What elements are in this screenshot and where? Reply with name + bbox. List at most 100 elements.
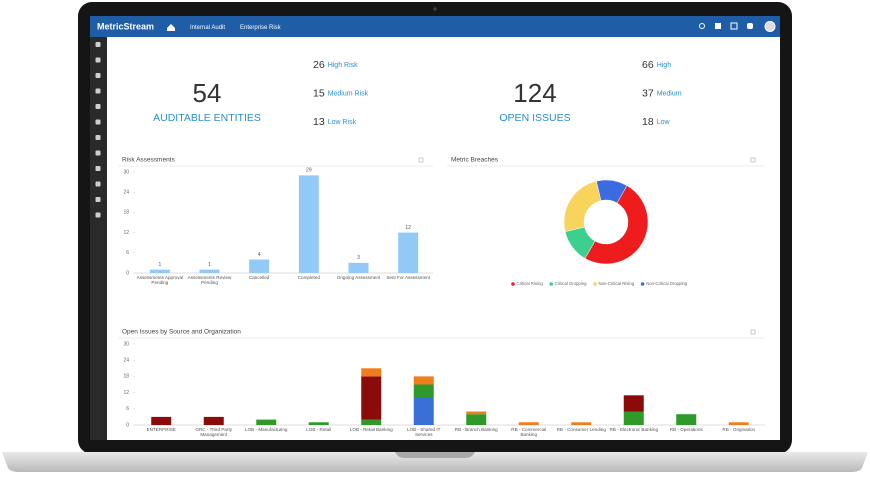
x-tick-label: GRC - Third Party Management: [195, 427, 233, 438]
notch: [395, 452, 475, 458]
legend-swatch[interactable]: [549, 282, 554, 286]
sidebar-icon[interactable]: [95, 150, 101, 156]
breakdown-value: 15: [313, 87, 325, 99]
phone-icon[interactable]: [747, 23, 753, 29]
x-tick-label-box: RB - Operations: [670, 427, 703, 432]
sidebar-icon[interactable]: [95, 73, 101, 78]
sidebar-icon[interactable]: [95, 104, 101, 109]
legend-swatch[interactable]: [640, 282, 645, 286]
bar-segment: [361, 376, 382, 420]
avatar[interactable]: [764, 21, 776, 32]
bar-segment: [413, 384, 434, 398]
x-tick-label: RB - Branch Banking: [454, 427, 498, 432]
bar-segment: [623, 411, 644, 425]
x-tick-label-box: RB - Electronic Banking: [609, 427, 658, 432]
breakdown-value: 66: [642, 59, 654, 71]
donut-slice: [596, 179, 628, 204]
x-tick-label-box: Assessments Review Pending: [187, 275, 232, 286]
search-icon[interactable]: [699, 23, 705, 29]
screen-bg: [90, 16, 780, 440]
bar: [149, 269, 170, 273]
sidebar-icon[interactable]: [95, 88, 101, 94]
y-tick-label: 18: [123, 374, 129, 380]
y-tick-label: 12: [123, 390, 129, 396]
x-tick-label-box: RB - Origination: [722, 427, 756, 432]
x-tick-label: Sent For Assessment: [386, 275, 430, 280]
bar-segment: [203, 416, 224, 425]
x-tick-label-box: Sent For Assessment: [386, 275, 430, 280]
sidebar-icon[interactable]: [95, 166, 101, 171]
bar: [298, 175, 319, 273]
y-tick-label: 6: [126, 406, 129, 412]
sidebar-icon[interactable]: [95, 119, 101, 125]
camera: [433, 7, 437, 11]
expand-icon[interactable]: [750, 329, 756, 335]
bar-segment: [571, 422, 592, 425]
y-tick-label: 30: [123, 169, 129, 175]
x-tick-label-box: ENTERPRISE: [147, 427, 176, 432]
value-label: 29: [306, 168, 312, 174]
value-label: 1: [208, 262, 211, 268]
x-tick-label: Ongoing Assessment: [336, 275, 381, 280]
legend-label[interactable]: Critical Rising: [517, 281, 544, 286]
legend-swatch[interactable]: [593, 282, 597, 286]
brand: MetricStream: [97, 21, 154, 31]
screen: MetricStream Internal Audit Enterprise R…: [90, 16, 780, 440]
panel-title: Risk Assessments: [122, 157, 175, 164]
sidebar-icon[interactable]: [95, 42, 101, 47]
bar-segment: [308, 422, 329, 425]
expand-icon[interactable]: [750, 157, 756, 163]
kpi-value: 54: [193, 78, 222, 108]
x-tick-label: Assessments Review Pending: [187, 275, 232, 286]
kpi-label: OPEN ISSUES: [499, 112, 570, 124]
x-tick-label-box: Cancelled: [249, 275, 269, 280]
breakdown-value: 37: [642, 87, 654, 99]
bar-segment: [361, 368, 382, 377]
sidebar-icon[interactable]: [95, 212, 101, 218]
donut-slice: [584, 185, 649, 265]
breadcrumb[interactable]: Internal Audit: [190, 25, 225, 31]
x-tick-label: RB - Origination: [722, 427, 756, 432]
bar-segment: [466, 414, 487, 425]
x-tick-label-box: LOB - Retail: [306, 427, 332, 432]
x-tick-label: LOB - Shared IT Services: [407, 427, 441, 438]
bar-segment: [413, 398, 434, 425]
bar-segment: [518, 422, 539, 425]
x-tick-label-box: Ongoing Assessment: [336, 275, 381, 280]
x-tick-label-box: RB - Consumer Lending: [557, 427, 606, 432]
expand-icon[interactable]: [418, 157, 424, 163]
legend-label[interactable]: Non-Critical Dropping: [646, 281, 688, 286]
home-icon[interactable]: [167, 24, 175, 31]
kpi-label: AUDITABLE ENTITIES: [153, 112, 261, 124]
x-tick-label-box: RB - Commercial Banking: [511, 427, 546, 437]
header-bar: [90, 16, 780, 37]
breakdown-value: 18: [642, 116, 654, 128]
breakdown-label: Medium Risk: [328, 90, 369, 97]
legend-swatch[interactable]: [511, 282, 515, 286]
x-tick-label: Completed: [297, 275, 320, 280]
x-tick-label: Assessments Approval Pending: [136, 275, 184, 286]
value-label: 12: [405, 225, 411, 231]
sidebar-icon[interactable]: [95, 57, 101, 63]
kpi-breakdown: 13 Low Risk: [313, 116, 357, 128]
sidebar-icon[interactable]: [95, 197, 101, 202]
legend-label[interactable]: Critical Dropping: [555, 281, 587, 286]
calendar-icon[interactable]: [730, 22, 738, 30]
sidebar-icon[interactable]: [95, 135, 101, 140]
kpi-breakdown: 18 Low: [642, 116, 670, 128]
x-tick-label-box: RB - Branch Banking: [454, 427, 498, 432]
x-tick-label: LOB - Retail: [306, 427, 332, 432]
kpi-breakdown: 26 High Risk: [313, 59, 358, 71]
x-tick-label-box: LOB - Retail Banking: [349, 427, 393, 432]
tools-icon[interactable]: [715, 23, 721, 29]
bar-segment: [256, 419, 277, 425]
sidebar-icon[interactable]: [95, 181, 101, 187]
bar-segment: [151, 416, 172, 425]
bar-segment: [728, 422, 749, 425]
breadcrumb[interactable]: Enterprise Risk: [240, 25, 282, 31]
breakdown-label: Low: [657, 119, 671, 126]
x-tick-label: LOB - Retail Banking: [349, 427, 393, 432]
bar: [398, 232, 419, 273]
legend-label[interactable]: Non-Critical Rising: [599, 281, 635, 286]
